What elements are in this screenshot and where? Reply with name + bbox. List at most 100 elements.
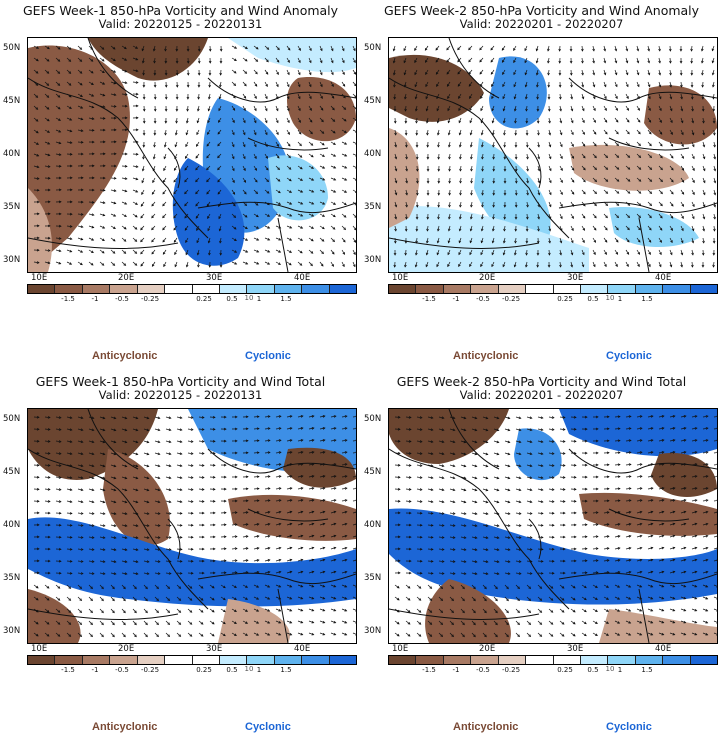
vorticity-shading — [28, 589, 81, 643]
coastline — [389, 608, 540, 620]
vorticity-shading — [103, 449, 170, 546]
vorticity-map — [388, 37, 718, 273]
coastline — [389, 77, 570, 239]
colorbar-swatch — [219, 656, 248, 664]
colorbar-swatch — [82, 285, 111, 293]
colorbar-tick: 1.5 — [641, 295, 653, 303]
colorbar-tick: 0.25 — [196, 295, 212, 303]
colorbar-tick: -0.25 — [501, 295, 521, 303]
lon-label: 10E — [31, 644, 48, 654]
vorticity-shading — [283, 447, 356, 488]
colorbar-tick: 1 — [617, 666, 623, 674]
vorticity-shading — [88, 38, 208, 81]
lon-label: 40E — [655, 273, 672, 283]
colorbar-swatch — [690, 656, 718, 664]
colorbar-swatch — [608, 285, 636, 293]
colorbar-tick: -0.5 — [476, 666, 490, 674]
colorbar-swatch — [247, 656, 275, 664]
colorbar-swatch — [329, 656, 357, 664]
vorticity-shading — [559, 409, 717, 457]
colorbar-swatch — [526, 656, 554, 664]
colorbar-swatch — [526, 285, 554, 293]
wind-vectors — [33, 415, 356, 638]
legend-cyclonic: Cyclonic — [245, 350, 291, 362]
panel-title: GEFS Week-2 850-hPa Vorticity and Wind A… — [383, 3, 700, 18]
coastline — [638, 217, 650, 272]
colorbar-unit: 10 — [605, 665, 615, 673]
colorbar-tick: 0.25 — [557, 666, 573, 674]
lat-label: 40N — [3, 520, 21, 530]
lon-label: 40E — [294, 644, 311, 654]
coastline — [28, 237, 179, 249]
lon-label: 30E — [206, 644, 223, 654]
colorbar-swatch — [580, 656, 609, 664]
vorticity-shading — [228, 38, 356, 73]
coastline — [389, 448, 570, 610]
lon-label: 10E — [31, 273, 48, 283]
lat-label: 40N — [364, 520, 382, 530]
panel-title: GEFS Week-1 850-hPa Vorticity and Wind T… — [35, 374, 326, 389]
lat-label: 50N — [3, 43, 21, 53]
colorbar-tick: 1 — [256, 295, 262, 303]
colorbar-swatch — [302, 656, 330, 664]
lon-label: 20E — [118, 644, 135, 654]
lat-label: 50N — [364, 414, 382, 424]
colorbar-unit: 10 — [244, 294, 254, 302]
lon-label: 30E — [567, 644, 584, 654]
lon-label: 40E — [294, 273, 311, 283]
coastline — [568, 448, 717, 474]
vorticity-shading — [425, 579, 511, 643]
panel-valid-dates: Valid: 20220201 - 20220207 — [459, 17, 624, 31]
colorbar-swatch — [110, 285, 138, 293]
colorbar-swatch — [55, 285, 83, 293]
lat-label: 30N — [3, 626, 21, 636]
colorbar-tick: -1 — [91, 666, 99, 674]
colorbar — [27, 284, 357, 294]
colorbar-tick: -0.5 — [476, 295, 490, 303]
lat-label: 30N — [364, 255, 382, 265]
colorbar-unit: 10 — [244, 665, 254, 673]
lat-label: 50N — [3, 414, 21, 424]
coastline — [167, 147, 181, 189]
colorbar-swatch — [635, 285, 664, 293]
coastline — [528, 147, 542, 189]
map-field — [28, 409, 356, 643]
coastline — [28, 608, 179, 620]
vorticity-shading — [172, 158, 245, 266]
coastline — [558, 572, 717, 584]
lon-label: 30E — [567, 273, 584, 283]
wind-vectors — [394, 415, 717, 638]
vorticity-shading — [28, 409, 158, 480]
colorbar-swatch — [443, 285, 472, 293]
vorticity-shading — [389, 206, 589, 272]
colorbar-swatch — [389, 285, 417, 293]
colorbar-tick: 1.5 — [641, 666, 653, 674]
colorbar-tick: -1 — [452, 295, 460, 303]
colorbar-swatch — [274, 656, 303, 664]
colorbar-unit: 10 — [605, 294, 615, 302]
lat-label: 30N — [364, 626, 382, 636]
coastline — [197, 572, 356, 584]
colorbar-tick: 1 — [256, 666, 262, 674]
colorbar-tick: 0.25 — [557, 295, 573, 303]
colorbar-swatch — [302, 285, 330, 293]
colorbar-swatch — [82, 656, 111, 664]
colorbar-tick: -1.5 — [61, 295, 75, 303]
colorbar-swatch — [219, 285, 248, 293]
lon-label: 10E — [392, 644, 409, 654]
panel-valid-dates: Valid: 20220125 - 20220131 — [98, 17, 263, 31]
colorbar-swatch — [608, 656, 636, 664]
lat-label: 35N — [364, 573, 382, 583]
colorbar-tick: 0.5 — [587, 666, 599, 674]
lat-label: 35N — [364, 202, 382, 212]
colorbar-swatch — [110, 656, 138, 664]
colorbar-tick: -0.25 — [140, 295, 160, 303]
lon-label: 20E — [479, 273, 496, 283]
vorticity-shading — [389, 128, 420, 228]
colorbar-tick: 0.25 — [196, 666, 212, 674]
wind-vectors — [392, 45, 717, 268]
panel-valid-dates: Valid: 20220201 - 20220207 — [459, 388, 624, 402]
colorbar-swatch — [498, 656, 527, 664]
colorbar-tick: -1.5 — [422, 295, 436, 303]
colorbar-swatch — [55, 656, 83, 664]
